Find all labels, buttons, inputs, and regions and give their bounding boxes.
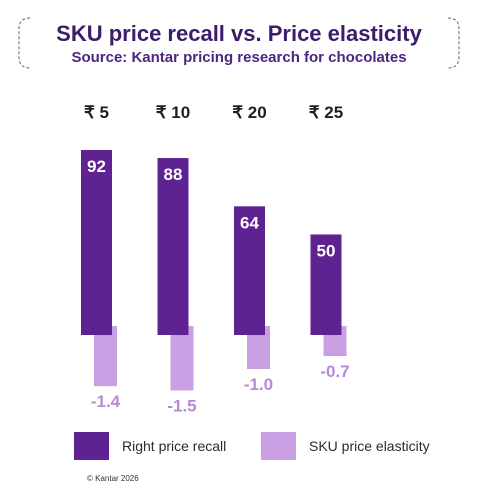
category-label-2: ₹ 20 xyxy=(232,103,266,122)
category-label-3: ₹ 25 xyxy=(309,103,343,122)
elasticity-bar-1 xyxy=(170,326,194,391)
elasticity-value-label-0: -1.4 xyxy=(91,392,121,411)
copyright-text: © Kantar 2026 xyxy=(87,474,139,483)
legend-label-recall: Right price recall xyxy=(122,438,227,454)
elasticity-value-label-3: -0.7 xyxy=(320,362,349,381)
recall-bar-2 xyxy=(234,206,265,335)
recall-bar-1 xyxy=(157,158,189,335)
legend-item-recall: Right price recall xyxy=(74,432,226,460)
elasticity-bar-2 xyxy=(247,326,270,369)
recall-value-label-2: 64 xyxy=(240,213,259,232)
recall-bar-3 xyxy=(310,234,342,335)
title-box: SKU price recall vs. Price elasticity So… xyxy=(18,17,460,69)
legend-swatch-recall xyxy=(74,432,109,460)
recall-value-label-1: 88 xyxy=(164,165,183,184)
recall-bar-0 xyxy=(81,150,112,335)
recall-value-label-3: 50 xyxy=(317,241,336,260)
legend-label-elasticity: SKU price elasticity xyxy=(309,438,430,454)
chart-plot: ₹ 5 -1.4 92 ₹ 10 -1.5 88 ₹ 20 -1.0 64 ₹ 25 -0.7 50 xyxy=(81,103,350,416)
chart-subtitle: Source: Kantar pricing research for choc… xyxy=(71,49,407,66)
legend-swatch-elasticity xyxy=(261,432,296,460)
elasticity-bar-0 xyxy=(94,326,117,387)
category-label-1: ₹ 10 xyxy=(156,103,190,122)
chart-title: SKU price recall vs. Price elasticity xyxy=(56,21,422,46)
category-label-0: ₹ 5 xyxy=(84,103,109,122)
elasticity-value-label-2: -1.0 xyxy=(244,375,273,394)
recall-value-label-0: 92 xyxy=(87,157,106,176)
title-bracket-border xyxy=(18,17,460,69)
elasticity-value-label-1: -1.5 xyxy=(167,397,196,416)
legend-item-elasticity: SKU price elasticity xyxy=(261,432,430,460)
